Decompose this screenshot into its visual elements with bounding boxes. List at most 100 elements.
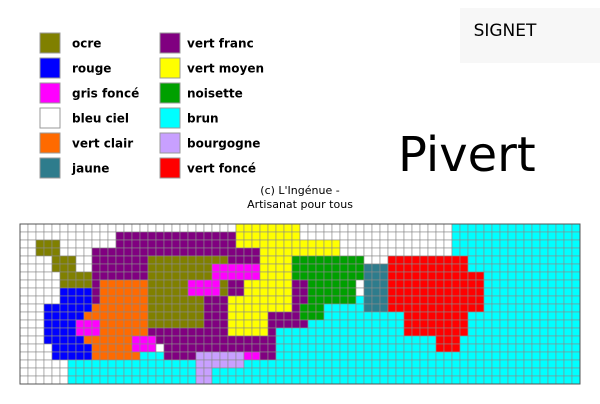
grid-cell — [219, 335, 229, 345]
grid-cell — [51, 359, 61, 369]
grid-cell — [99, 263, 109, 273]
grid-cell — [171, 359, 181, 369]
grid-cell — [187, 223, 197, 233]
grid-cell — [539, 327, 549, 337]
grid-cell — [155, 335, 165, 345]
grid-cell — [459, 359, 469, 369]
grid-cell — [403, 319, 413, 329]
grid-cell — [483, 247, 493, 257]
grid-cell — [419, 327, 429, 337]
grid-cell — [539, 303, 549, 313]
grid-cell — [315, 359, 325, 369]
grid-cell — [339, 327, 349, 337]
grid-cell — [467, 359, 477, 369]
grid-cell — [75, 335, 85, 345]
grid-cell — [251, 231, 261, 241]
grid-cell — [355, 271, 365, 281]
grid-cell — [115, 335, 125, 345]
grid-cell — [139, 343, 149, 353]
grid-cell — [443, 367, 453, 377]
grid-cell — [411, 271, 421, 281]
grid-cell — [467, 239, 477, 249]
grid-cell — [147, 343, 157, 353]
grid-cell — [395, 327, 405, 337]
grid-cell — [411, 351, 421, 361]
grid-cell — [427, 271, 437, 281]
grid-cell — [411, 327, 421, 337]
grid-cell — [267, 271, 277, 281]
grid-cell — [515, 255, 525, 265]
grid-cell — [323, 343, 333, 353]
grid-cell — [475, 375, 485, 385]
grid-cell — [243, 367, 253, 377]
grid-cell — [251, 311, 261, 321]
grid-cell — [243, 327, 253, 337]
grid-cell — [187, 311, 197, 321]
grid-cell — [451, 311, 461, 321]
grid-cell — [59, 271, 69, 281]
legend-label: brun — [187, 112, 219, 126]
grid-cell — [131, 271, 141, 281]
grid-cell — [411, 231, 421, 241]
grid-cell — [555, 319, 565, 329]
grid-cell — [515, 247, 525, 257]
grid-cell — [507, 335, 517, 345]
grid-cell — [27, 343, 37, 353]
legend-swatch — [39, 57, 61, 79]
grid-cell — [107, 343, 117, 353]
grid-cell — [331, 311, 341, 321]
grid-cell — [139, 231, 149, 241]
grid-cell — [515, 239, 525, 249]
grid-cell — [395, 375, 405, 385]
grid-cell — [331, 303, 341, 313]
grid-cell — [411, 367, 421, 377]
grid-cell — [539, 287, 549, 297]
grid-cell — [363, 231, 373, 241]
grid-cell — [75, 375, 85, 385]
grid-cell — [35, 295, 45, 305]
grid-cell — [403, 367, 413, 377]
grid-cell — [515, 351, 525, 361]
grid-cell — [115, 271, 125, 281]
grid-cell — [163, 279, 173, 289]
grid-cell — [131, 375, 141, 385]
grid-cell — [179, 311, 189, 321]
grid-cell — [387, 295, 397, 305]
grid-cell — [531, 375, 541, 385]
grid-cell — [307, 303, 317, 313]
grid-cell — [251, 359, 261, 369]
grid-cell — [283, 375, 293, 385]
grid-cell — [211, 335, 221, 345]
grid-cell — [531, 263, 541, 273]
grid-cell — [99, 255, 109, 265]
legend-swatch — [159, 32, 181, 54]
grid-cell — [283, 311, 293, 321]
grid-cell — [387, 319, 397, 329]
grid-cell — [387, 303, 397, 313]
grid-cell — [379, 239, 389, 249]
grid-cell — [475, 327, 485, 337]
grid-cell — [299, 319, 309, 329]
grid-cell — [51, 319, 61, 329]
grid-cell — [211, 359, 221, 369]
grid-cell — [507, 343, 517, 353]
grid-cell — [35, 319, 45, 329]
grid-cell — [363, 223, 373, 233]
grid-cell — [427, 231, 437, 241]
grid-cell — [35, 223, 45, 233]
grid-cell — [243, 279, 253, 289]
grid-cell — [547, 295, 557, 305]
grid-cell — [507, 311, 517, 321]
grid-cell — [59, 343, 69, 353]
grid-cell — [235, 311, 245, 321]
grid-cell — [283, 287, 293, 297]
grid-cell — [267, 247, 277, 257]
grid-cell — [19, 287, 29, 297]
grid-cell — [43, 303, 53, 313]
grid-cell — [515, 303, 525, 313]
grid-cell — [123, 375, 133, 385]
grid-cell — [419, 359, 429, 369]
grid-cell — [67, 239, 77, 249]
grid-cell — [547, 327, 557, 337]
grid-cell — [211, 287, 221, 297]
